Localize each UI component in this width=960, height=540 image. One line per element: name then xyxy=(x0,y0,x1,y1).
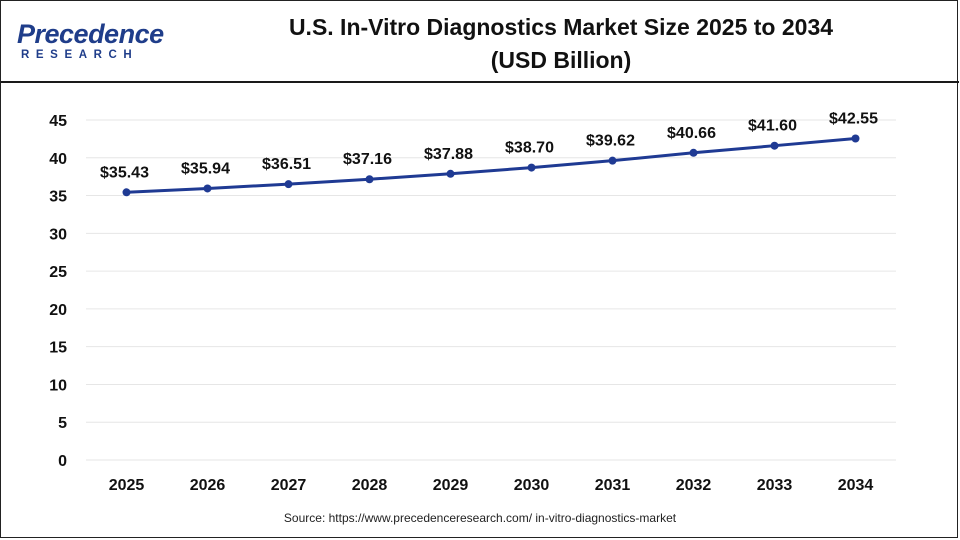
x-tick-label: 2033 xyxy=(757,477,793,494)
y-tick-label: 35 xyxy=(49,189,67,206)
x-tick-label: 2032 xyxy=(676,477,712,494)
chart-header: Precedence RESEARCH U.S. In-Vitro Diagno… xyxy=(1,1,959,83)
data-label: $36.51 xyxy=(262,156,311,173)
x-tick-label: 2028 xyxy=(352,477,388,494)
chart-title-line-1: U.S. In-Vitro Diagnostics Market Size 20… xyxy=(288,14,834,40)
data-label: $39.62 xyxy=(586,133,635,150)
x-tick-label: 2031 xyxy=(595,477,631,494)
y-tick-label: 10 xyxy=(49,377,67,394)
y-tick-label: 45 xyxy=(49,113,67,130)
y-tick-label: 0 xyxy=(58,453,67,470)
chart-title-line-2: (USD Billion) xyxy=(490,47,632,73)
y-tick-label: 30 xyxy=(49,226,67,243)
x-tick-label: 2025 xyxy=(109,477,145,494)
data-point xyxy=(203,184,212,193)
data-label: $42.55 xyxy=(829,111,878,128)
x-tick-label: 2027 xyxy=(271,477,307,494)
series-line xyxy=(126,137,856,194)
data-point xyxy=(365,175,374,184)
y-tick-label: 40 xyxy=(49,151,67,168)
logo-subtitle: RESEARCH xyxy=(21,49,139,61)
data-point xyxy=(770,141,779,150)
data-point xyxy=(851,134,860,143)
data-point xyxy=(446,169,455,178)
data-label: $40.66 xyxy=(667,125,716,142)
data-point xyxy=(608,156,617,165)
y-tick-label: 5 xyxy=(58,415,67,432)
y-tick-label: 25 xyxy=(49,264,67,281)
logo-wordmark: Precedence xyxy=(17,19,164,49)
source-note: Source: https://www.precedenceresearch.c… xyxy=(283,511,677,525)
x-tick-label: 2030 xyxy=(514,477,550,494)
brand-logo: Precedence RESEARCH xyxy=(17,19,167,63)
chart-title: U.S. In-Vitro Diagnostics Market Size 20… xyxy=(231,11,891,77)
data-label: $35.43 xyxy=(100,164,149,181)
data-label: $35.94 xyxy=(181,160,230,177)
data-label: $38.70 xyxy=(505,140,554,157)
data-point xyxy=(284,180,293,189)
x-tick-label: 2029 xyxy=(433,477,469,494)
x-tick-label: 2026 xyxy=(190,477,226,494)
data-point xyxy=(689,148,698,157)
data-label: $41.60 xyxy=(748,118,797,135)
data-label: $37.16 xyxy=(343,151,392,168)
y-tick-label: 15 xyxy=(49,340,67,357)
x-tick-label: 2034 xyxy=(838,477,874,494)
data-point xyxy=(527,163,536,172)
data-label: $37.88 xyxy=(424,146,473,163)
y-tick-label: 20 xyxy=(49,302,67,319)
data-point xyxy=(122,188,131,197)
